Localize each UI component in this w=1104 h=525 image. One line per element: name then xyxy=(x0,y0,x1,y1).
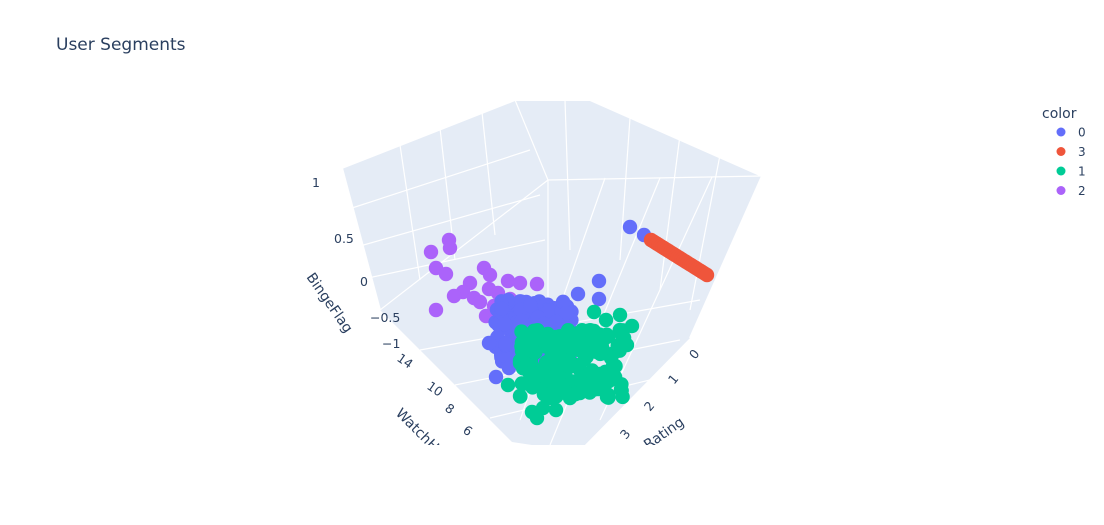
pane-edges xyxy=(341,99,763,339)
z-tick: −0.5 xyxy=(370,310,400,325)
scatter-point xyxy=(548,402,564,418)
z-axis-ticks: 1 0.5 0 −0.5 −1 xyxy=(312,175,400,351)
scatter-point xyxy=(558,305,574,321)
scatter-point xyxy=(574,323,590,338)
scatter-point xyxy=(442,240,458,256)
right-back-pane xyxy=(590,100,762,338)
scatter-point xyxy=(624,318,640,334)
scatter-point xyxy=(535,332,550,348)
scatter-point xyxy=(605,358,621,374)
z-axis-title: BingeFlag xyxy=(303,270,356,336)
scatter-point xyxy=(501,360,517,376)
z-tick: −1 xyxy=(382,336,400,351)
scatter-point xyxy=(591,273,607,289)
scatter-point xyxy=(699,267,715,283)
scatter-point xyxy=(592,346,608,362)
x-tick: 1 xyxy=(665,371,682,387)
scatter-point xyxy=(591,291,607,307)
y-tick: 10 xyxy=(424,378,446,399)
scatter-point xyxy=(570,286,586,302)
z-tick: 0.5 xyxy=(334,231,354,246)
scatter-point xyxy=(571,342,587,358)
scatter-point xyxy=(438,266,454,282)
scatter-point xyxy=(526,378,542,393)
scatter-point xyxy=(514,313,529,329)
scene-clip-left xyxy=(380,445,510,525)
scatter-point xyxy=(536,387,552,402)
scatter-markers xyxy=(423,219,715,426)
scatter-point xyxy=(570,357,586,373)
scatter-point xyxy=(498,336,513,352)
scatter-point xyxy=(550,350,565,365)
scatter-point xyxy=(619,337,635,353)
scatter-point xyxy=(612,307,628,323)
scatter-point xyxy=(529,276,545,292)
legend-label[interactable]: 2 xyxy=(1078,184,1086,198)
legend-marker[interactable] xyxy=(1056,127,1066,137)
scene-clip xyxy=(510,445,710,525)
scatter-point xyxy=(488,369,504,385)
scatter-point xyxy=(512,388,528,404)
legend-title: color xyxy=(1042,106,1077,122)
scatter-point xyxy=(482,267,498,283)
legend-label[interactable]: 3 xyxy=(1078,145,1086,159)
scatter-point xyxy=(428,302,444,318)
scatter-point xyxy=(481,335,497,351)
legend-marker[interactable] xyxy=(1056,147,1066,156)
scatter-point xyxy=(500,377,516,393)
legend-marker[interactable] xyxy=(1056,166,1066,176)
scatter-point xyxy=(599,327,614,342)
scatter-point xyxy=(512,275,528,291)
scatter-point xyxy=(615,389,630,405)
y-tick: 6 xyxy=(460,422,475,439)
y-tick: 14 xyxy=(394,350,416,371)
scatter-point xyxy=(555,294,571,309)
chart-title: User Segments xyxy=(56,35,186,55)
scatter-point xyxy=(446,288,462,304)
scatter-point xyxy=(548,314,564,330)
scatter-point xyxy=(529,410,545,426)
x-tick: 3 xyxy=(617,426,634,442)
scatter-point xyxy=(500,273,516,289)
legend: color 0 3 1 2 xyxy=(1042,106,1086,198)
scatter-point xyxy=(541,303,557,318)
left-back-pane xyxy=(342,100,548,310)
scatter-point xyxy=(592,366,608,382)
legend-marker[interactable] xyxy=(1056,186,1066,195)
y-tick: 8 xyxy=(442,400,457,417)
scatter-point xyxy=(523,298,538,313)
scatter-point xyxy=(472,294,488,310)
z-tick: 0 xyxy=(360,274,368,289)
scatter-point xyxy=(598,312,614,328)
x-tick: 2 xyxy=(641,398,658,414)
scatter-point xyxy=(580,377,596,393)
x-tick: 0 xyxy=(686,346,703,362)
scatter-point xyxy=(423,244,439,260)
scatter-point xyxy=(622,219,638,235)
z-tick: 1 xyxy=(312,175,320,190)
legend-label[interactable]: 0 xyxy=(1078,126,1086,140)
scatter-point xyxy=(586,304,602,320)
scatter-point xyxy=(534,364,549,380)
scatter-point xyxy=(550,367,565,382)
scatter-point xyxy=(497,316,513,332)
scatter-point xyxy=(522,366,538,381)
scatter-point xyxy=(494,301,510,316)
legend-label[interactable]: 1 xyxy=(1078,165,1086,179)
